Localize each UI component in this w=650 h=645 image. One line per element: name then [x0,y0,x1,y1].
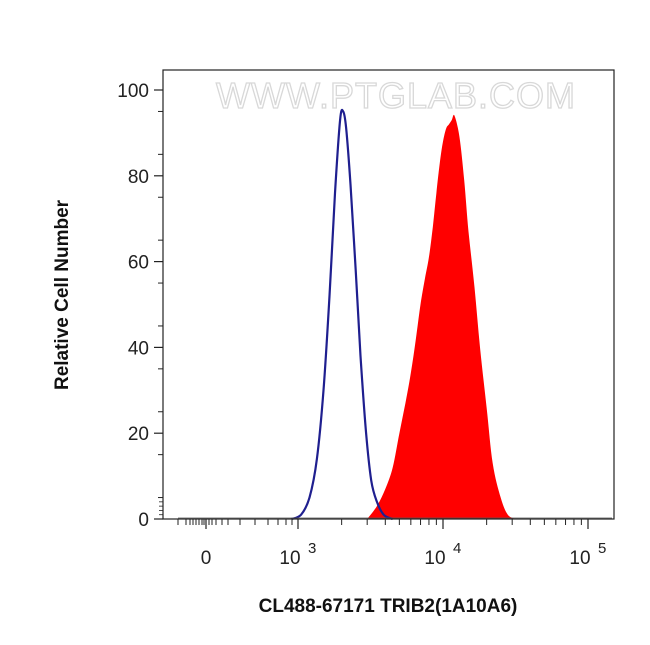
y-tick-label: 80 [128,167,149,188]
x-tick-label: 10 [424,548,445,569]
series-layer [178,108,612,521]
x-tick-exponent: 5 [598,540,606,557]
x-axis-title: CL488-67171 TRIB2(1A10A6) [259,596,518,617]
series-filled-area [367,114,517,519]
y-tick-label: 60 [128,253,149,274]
x-tick-label: 0 [201,548,212,569]
x-tick-label: 10 [569,548,590,569]
watermark-text: WWW.PTGLAB.COM [216,75,576,116]
axes-layer: 0 20 40 60 80 100 0 10 3 10 4 10 5 [117,69,615,569]
x-tick-label: 10 [279,548,300,569]
y-tick-label: 0 [138,510,149,531]
series-outline-line [290,108,394,521]
y-tick-label: 100 [117,81,149,102]
plot-frame [162,69,615,520]
y-tick-label: 40 [128,338,149,359]
x-tick-exponent: 3 [308,540,316,557]
y-tick-label: 20 [128,424,149,445]
x-tick-exponent: 4 [453,540,461,557]
y-axis-title: Relative Cell Number [52,199,73,390]
